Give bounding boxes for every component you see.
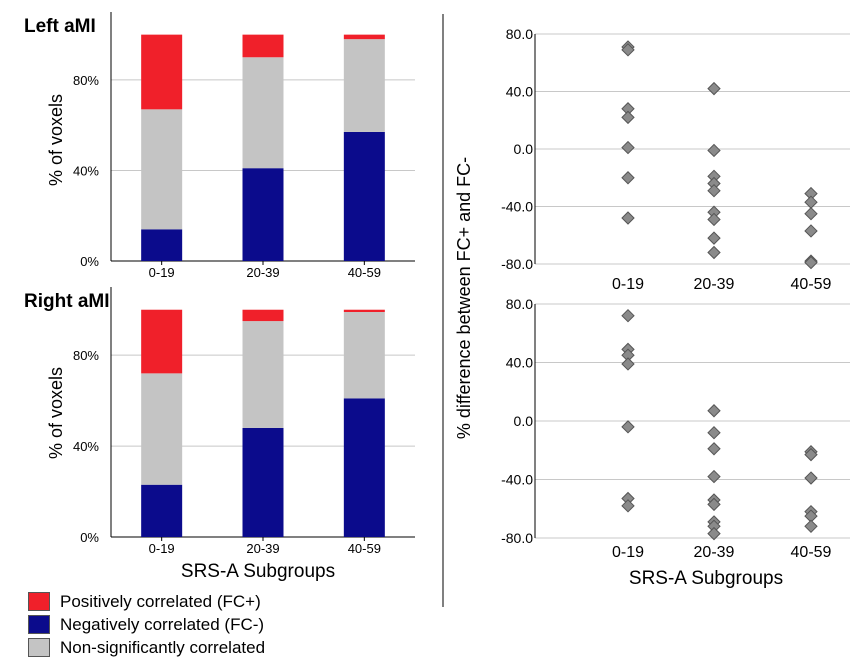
bar-segment xyxy=(242,309,284,322)
y-axis-label-diff: % difference between FC+ and FC- xyxy=(454,157,474,439)
bar-segment xyxy=(242,427,284,537)
y-tick-label: 80% xyxy=(73,73,99,88)
bar-segment xyxy=(141,229,183,261)
bar-segment xyxy=(343,398,385,537)
legend-swatch-nonsignificant xyxy=(28,638,50,657)
scatter-point xyxy=(621,420,635,434)
scatter-point xyxy=(621,110,635,125)
scatter-point xyxy=(707,212,721,227)
y-tick-label: 40% xyxy=(73,163,99,178)
y-tick-label: -80.0 xyxy=(501,256,533,272)
x-tick-label: 20-39 xyxy=(694,544,735,561)
scatter-point xyxy=(621,140,635,155)
y-tick-label: 0% xyxy=(80,530,99,545)
scatter-point xyxy=(707,404,721,418)
x-tick-label: 0-19 xyxy=(149,541,175,556)
x-tick-label: 40-59 xyxy=(348,541,381,556)
scatter-point xyxy=(621,308,635,323)
bar-segment xyxy=(141,484,183,537)
bar-segment xyxy=(141,373,183,485)
stacked-bar-chart-right-ami: 0% 40% 80% 0-19 20-39 40-59 xyxy=(73,287,415,556)
y-tick-label: -80.0 xyxy=(501,530,533,546)
scatter-point xyxy=(621,171,635,185)
y-tick-label: 40.0 xyxy=(506,355,533,371)
scatter-point xyxy=(707,183,721,198)
y-tick-label: 0% xyxy=(80,254,99,269)
bar-segment xyxy=(343,312,385,399)
x-tick-label: 20-39 xyxy=(246,541,279,556)
scatter-point xyxy=(707,526,721,541)
scatter-point xyxy=(804,447,818,462)
scatter-point xyxy=(707,442,721,456)
legend-label-positive: Positively correlated (FC+) xyxy=(60,591,261,611)
bar-segment xyxy=(242,168,284,261)
scatter-point xyxy=(707,81,721,96)
x-tick-label: 40-59 xyxy=(348,265,381,280)
scatter-point xyxy=(621,499,635,513)
legend-item-nonsignificant: Non-significantly correlated xyxy=(28,636,265,659)
y-axis-label-right-ami: % of voxels xyxy=(46,367,66,459)
y-tick-label: -40.0 xyxy=(501,199,533,215)
legend-swatch-positive xyxy=(28,592,50,611)
y-tick-label: 0.0 xyxy=(514,141,534,157)
x-tick-label: 20-39 xyxy=(694,276,735,293)
scatter-chart-right-ami-diff: 80.0 40.0 0.0 -40.0 -80.0 0-19 20-39 40-59 xyxy=(501,296,850,561)
scatter-point xyxy=(621,211,635,225)
x-tick-label: 40-59 xyxy=(791,544,832,561)
bar-segment xyxy=(343,39,385,132)
y-tick-label: 80.0 xyxy=(506,296,533,312)
panel-title-right-ami: Right aMI xyxy=(24,291,110,312)
legend-label-nonsignificant: Non-significantly correlated xyxy=(60,637,266,657)
bar-segment xyxy=(242,57,284,169)
legend-item-positive: Positively correlated (FC+) xyxy=(28,590,265,613)
y-tick-label: 40% xyxy=(73,439,99,454)
y-tick-label: 80.0 xyxy=(506,26,533,42)
scatter-point xyxy=(804,206,818,221)
legend-swatch-negative xyxy=(28,615,50,634)
scatter-point xyxy=(804,255,818,270)
scatter-point xyxy=(804,519,818,534)
stacked-bar-chart-left-ami: 0% 40% 80% 0-19 20-39 40-59 xyxy=(73,12,415,280)
bar-segment xyxy=(141,109,183,230)
y-tick-label: -40.0 xyxy=(501,472,533,488)
x-tick-label: 40-59 xyxy=(791,276,832,293)
scatter-point xyxy=(707,469,721,484)
x-axis-label-bars: SRS-A Subgroups xyxy=(181,561,335,582)
scatter-point xyxy=(621,43,635,57)
scatter-point xyxy=(707,497,721,512)
x-axis-label-scatter: SRS-A Subgroups xyxy=(629,568,783,589)
x-tick-label: 0-19 xyxy=(612,544,644,561)
scatter-point xyxy=(621,357,635,371)
x-tick-label: 20-39 xyxy=(246,265,279,280)
bar-segment xyxy=(242,34,284,58)
panel-title-left-ami: Left aMI xyxy=(24,16,96,37)
scatter-point xyxy=(707,245,721,260)
x-tick-label: 0-19 xyxy=(149,265,175,280)
scatter-point xyxy=(804,224,818,238)
y-axis-label-left-ami: % of voxels xyxy=(46,94,66,186)
legend: Positively correlated (FC+) Negatively c… xyxy=(28,590,265,659)
bar-segment xyxy=(242,321,284,428)
scatter-point xyxy=(707,143,721,158)
legend-label-negative: Negatively correlated (FC-) xyxy=(60,614,265,634)
y-tick-label: 0.0 xyxy=(514,413,534,429)
bar-segment xyxy=(343,131,385,261)
x-tick-label: 0-19 xyxy=(612,276,644,293)
bar-segment xyxy=(343,309,385,312)
bar-segment xyxy=(343,34,385,40)
y-tick-label: 80% xyxy=(73,348,99,363)
scatter-point xyxy=(707,425,721,440)
scatter-point xyxy=(804,471,818,485)
y-tick-label: 40.0 xyxy=(506,84,533,100)
scatter-point xyxy=(707,231,721,245)
bar-segment xyxy=(141,309,183,374)
bar-segment xyxy=(141,34,183,110)
legend-item-negative: Negatively correlated (FC-) xyxy=(28,613,265,636)
scatter-chart-left-ami-diff: 80.0 40.0 0.0 -40.0 -80.0 0-19 20-39 40-59 xyxy=(501,26,850,293)
